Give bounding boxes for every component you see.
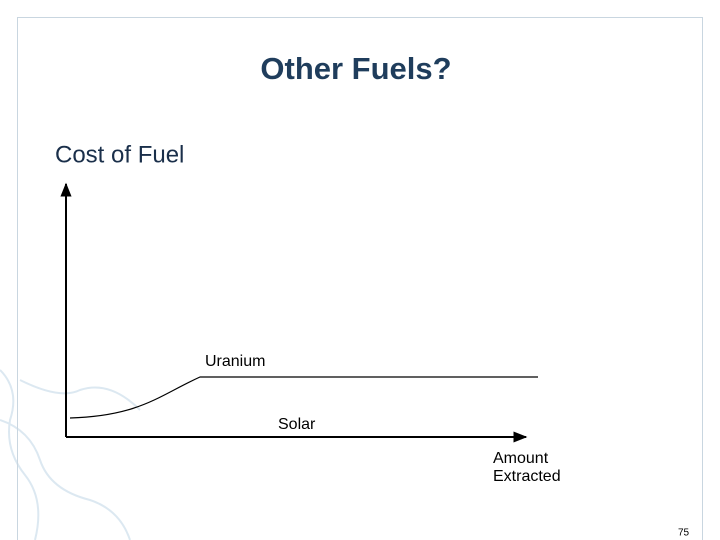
x-axis-label: Amount — [493, 450, 549, 467]
x-axis-label: Extracted — [493, 468, 561, 485]
decoration — [0, 369, 141, 540]
curve-label: Solar — [278, 416, 316, 433]
curve-label: Uranium — [205, 353, 265, 370]
uranium-curve — [69, 376, 538, 419]
slide-frame — [17, 17, 703, 540]
y-axis-label: Cost of Fuel — [55, 141, 184, 168]
page-number: 75 — [678, 528, 690, 539]
slide-title: Other Fuels? — [260, 51, 451, 86]
